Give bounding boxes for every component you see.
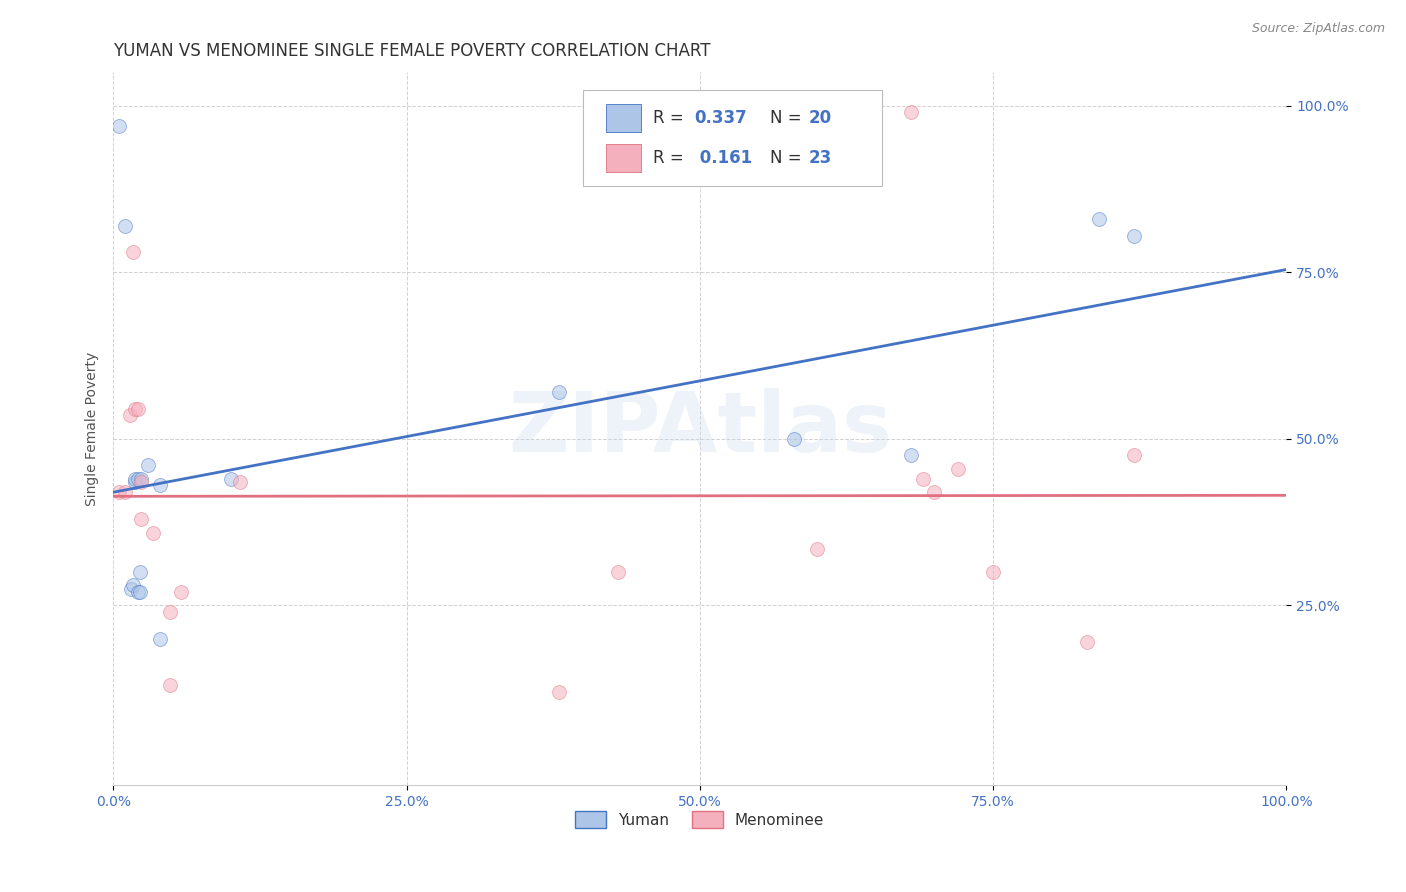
Point (783, 432, 806, 446)
Text: 23: 23 (808, 149, 832, 167)
Point (129, 565, 152, 579)
Point (981, 565, 1004, 579)
Text: Source: ZipAtlas.com: Source: ZipAtlas.com (1251, 22, 1385, 36)
Point (170, 585, 193, 599)
Point (124, 472, 146, 486)
Point (606, 565, 628, 579)
Point (131, 511, 153, 525)
Point (911, 472, 934, 486)
Text: 0.161: 0.161 (695, 149, 752, 167)
Point (122, 245, 145, 260)
Text: 0.337: 0.337 (695, 109, 747, 127)
Text: N =: N = (770, 149, 807, 167)
Point (131, 472, 153, 486)
Point (114, 485, 136, 500)
Point (120, 582, 142, 596)
Point (149, 632, 172, 646)
Text: R =: R = (652, 109, 689, 127)
Point (924, 485, 946, 500)
Point (127, 401, 149, 416)
Legend: Yuman, Menominee: Yuman, Menominee (569, 805, 831, 835)
Point (129, 585, 152, 599)
Point (138, 458, 160, 473)
Text: ZIPAtlas: ZIPAtlas (508, 388, 891, 469)
Point (946, 461, 969, 475)
Point (548, 385, 571, 400)
Text: R =: R = (652, 149, 689, 167)
FancyBboxPatch shape (606, 144, 641, 172)
Point (127, 472, 149, 486)
Point (1123, 228, 1146, 243)
Point (127, 585, 149, 599)
Point (900, 449, 922, 463)
Text: N =: N = (770, 109, 807, 127)
Point (1123, 449, 1146, 463)
Y-axis label: Single Female Poverty: Single Female Poverty (86, 351, 100, 506)
Point (108, 119, 131, 133)
Point (1076, 635, 1098, 649)
FancyBboxPatch shape (582, 90, 882, 186)
Point (159, 678, 181, 692)
FancyBboxPatch shape (606, 103, 641, 132)
Point (149, 478, 172, 492)
Point (548, 685, 571, 699)
Point (142, 526, 165, 541)
Point (124, 475, 146, 489)
Point (118, 409, 141, 423)
Point (219, 472, 242, 486)
Point (159, 605, 181, 619)
Point (806, 541, 828, 556)
Point (108, 485, 131, 500)
Point (114, 219, 136, 233)
Text: YUMAN VS MENOMINEE SINGLE FEMALE POVERTY CORRELATION CHART: YUMAN VS MENOMINEE SINGLE FEMALE POVERTY… (114, 42, 710, 60)
Point (122, 578, 145, 592)
Point (900, 105, 922, 120)
Point (229, 475, 252, 489)
Point (124, 401, 146, 416)
Point (1087, 211, 1109, 226)
Text: 20: 20 (808, 109, 832, 127)
Point (131, 475, 153, 489)
